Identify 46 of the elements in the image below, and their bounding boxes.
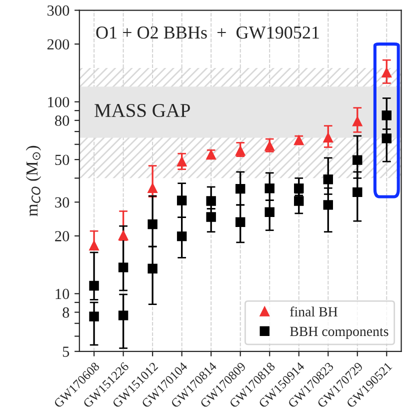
point bbox=[323, 174, 333, 184]
point bbox=[176, 231, 187, 242]
point bbox=[176, 156, 187, 166]
point bbox=[382, 133, 392, 144]
y-tick-label: 8 bbox=[62, 307, 70, 318]
point bbox=[118, 262, 128, 272]
point bbox=[89, 312, 99, 322]
y-tick-label: 30 bbox=[55, 197, 70, 208]
y-tick-label: 50 bbox=[55, 154, 70, 166]
point bbox=[89, 280, 99, 291]
point bbox=[352, 155, 362, 165]
point bbox=[148, 183, 158, 193]
y-tick-label: 10 bbox=[56, 288, 70, 300]
point bbox=[206, 196, 216, 206]
point bbox=[148, 219, 158, 230]
point bbox=[323, 132, 333, 143]
y-tick-label: 300 bbox=[48, 5, 70, 16]
point bbox=[264, 207, 274, 218]
point bbox=[89, 240, 99, 250]
y-tick-label: 100 bbox=[48, 96, 70, 108]
point bbox=[323, 200, 333, 210]
y-tick-label: 20 bbox=[55, 231, 70, 242]
legend-label: final BH bbox=[290, 306, 338, 316]
text: O1 + O2 BBHs + GW190521 bbox=[96, 26, 319, 39]
point bbox=[235, 184, 246, 194]
point bbox=[148, 264, 158, 274]
y-axis-title: m$_{CO}$ (M$_{⊙}$) bbox=[26, 146, 42, 216]
point bbox=[264, 141, 274, 151]
point bbox=[382, 110, 392, 120]
legend-label: BBH components bbox=[290, 326, 388, 339]
point bbox=[352, 116, 362, 126]
point bbox=[118, 310, 128, 320]
point bbox=[352, 187, 362, 198]
point bbox=[294, 183, 304, 194]
band-label: MASS GAP bbox=[94, 104, 190, 118]
point bbox=[235, 146, 246, 156]
y-tick-label: 200 bbox=[47, 39, 70, 50]
point bbox=[176, 196, 187, 206]
y-tick-label: 5 bbox=[62, 346, 70, 357]
point bbox=[382, 68, 392, 78]
point bbox=[294, 196, 304, 206]
point bbox=[235, 217, 246, 227]
point bbox=[264, 183, 274, 194]
point bbox=[118, 230, 128, 240]
point bbox=[206, 212, 216, 222]
y-tick-label: 80 bbox=[55, 116, 70, 126]
